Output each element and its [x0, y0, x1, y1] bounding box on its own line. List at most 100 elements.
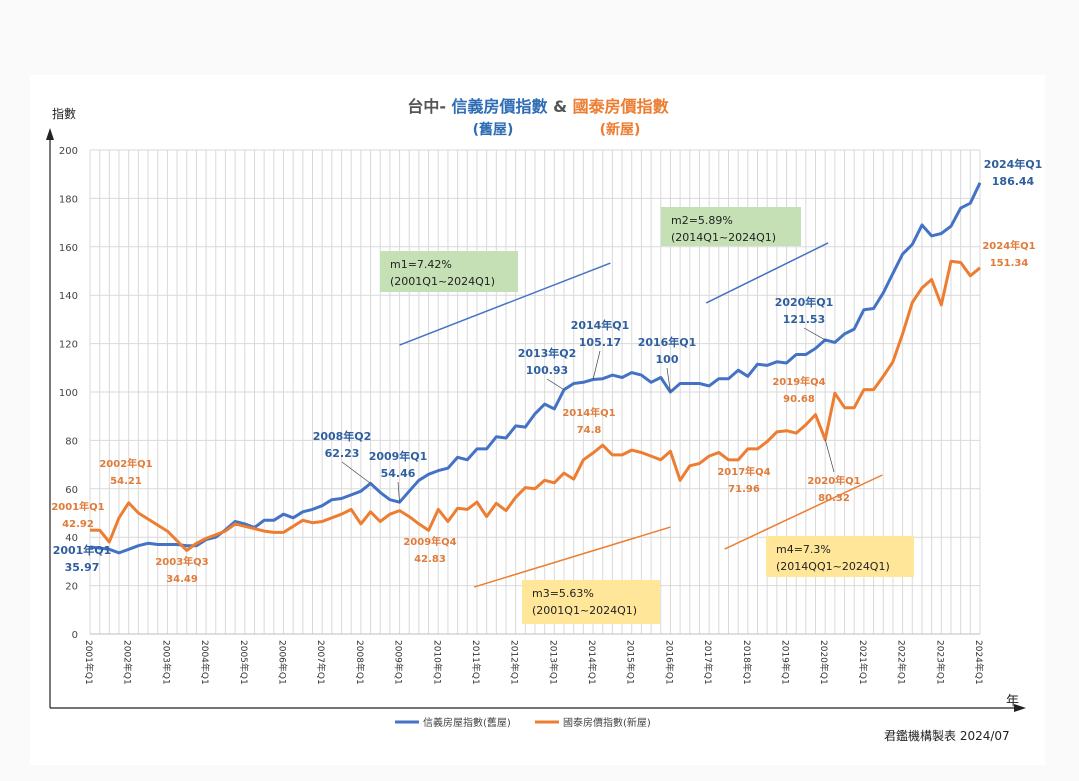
trend-line [399, 262, 611, 346]
data-label-period: 2013年Q2 [518, 346, 577, 360]
x-axis-arrow-icon [1014, 704, 1026, 712]
x-tick-label: 2013年Q1 [547, 640, 559, 685]
trend-note-range: (2001Q1~2024Q1) [390, 275, 495, 288]
trend-note-rate: m2=5.89% [671, 214, 733, 227]
x-tick-label: 2016年Q1 [663, 640, 675, 685]
leader-line [546, 378, 565, 391]
title-subtitle-old-house: (舊屋) [473, 121, 514, 138]
trend-note-box [380, 251, 518, 292]
data-label-period: 2003年Q3 [155, 555, 208, 568]
trend-note-rate: m1=7.42% [390, 258, 452, 271]
data-label-value: 42.83 [414, 554, 446, 565]
data-label-value: 74.8 [577, 425, 602, 436]
x-tick-label: 2011年Q1 [470, 640, 482, 685]
data-label-period: 2014年Q1 [571, 318, 630, 332]
y-tick-label: 140 [59, 291, 78, 302]
data-label-value: 35.97 [65, 561, 100, 574]
chart-card [30, 75, 1045, 765]
leader-line [397, 481, 400, 503]
chart-title: 台中- 信義房價指數 & 國泰房價指數 [407, 97, 668, 116]
trend-note-rate: m3=5.63% [532, 587, 594, 600]
legend-label: 信義房屋指數(舊屋) [423, 716, 511, 729]
series-line-sinyi [89, 182, 982, 555]
legend-label: 國泰房價指數(新屋) [563, 716, 651, 729]
trend-note-rate: m4=7.3% [776, 543, 831, 556]
data-label-value: 54.21 [110, 476, 142, 487]
credit-text: 君鑑機構製表 2024/07 [884, 729, 1010, 743]
x-tick-label: 2006年Q1 [276, 640, 288, 685]
x-tick-label: 2014年Q1 [586, 640, 598, 685]
leader-line [341, 461, 371, 484]
y-tick-label: 80 [65, 436, 78, 447]
data-label-value: 151.34 [990, 258, 1029, 269]
x-tick-label: 2023年Q1 [934, 640, 946, 685]
y-tick-label: 40 [65, 533, 78, 544]
x-tick-label: 2002年Q1 [122, 640, 134, 685]
y-tick-label: 0 [72, 630, 78, 641]
x-tick-label: 2004年Q1 [199, 640, 211, 685]
x-axis-label: 年 [1006, 694, 1019, 709]
trend-note-box [522, 580, 660, 624]
data-label-value: 62.23 [325, 447, 360, 460]
x-tick-label: 2008年Q1 [354, 640, 366, 685]
data-label-period: 2009年Q4 [403, 535, 456, 548]
y-axis-arrow-icon [46, 128, 54, 140]
data-label-period: 2002年Q1 [99, 457, 152, 470]
x-tick-label: 2001年Q1 [83, 640, 95, 685]
y-tick-label: 100 [59, 388, 78, 399]
data-label-value: 186.44 [992, 175, 1035, 188]
data-label-period: 2020年Q1 [807, 474, 860, 487]
data-label-value: 42.92 [62, 519, 94, 530]
trend-note-box [661, 207, 801, 246]
x-tick-label: 2018年Q1 [741, 640, 753, 685]
trend-line [705, 242, 829, 304]
x-tick-label: 2022年Q1 [896, 640, 908, 685]
x-tick-label: 2017年Q1 [702, 640, 714, 685]
leader-line [824, 439, 835, 473]
trend-line [473, 526, 671, 588]
data-label-period: 2001年Q1 [53, 543, 112, 557]
data-label-value: 80.32 [818, 493, 850, 504]
data-label-value: 121.53 [783, 313, 825, 326]
x-tick-label: 2003年Q1 [160, 640, 172, 685]
data-label-value: 54.46 [381, 467, 416, 480]
y-tick-label: 200 [59, 146, 78, 157]
data-label-value: 100.93 [526, 364, 568, 377]
series-line-cathay [89, 259, 981, 552]
data-label-period: 2020年Q1 [775, 295, 834, 309]
leader-line [666, 367, 671, 393]
data-label-period: 2019年Q4 [772, 375, 825, 388]
title-subtitle-new-house: (新屋) [600, 121, 641, 138]
data-label-period: 2016年Q1 [638, 335, 697, 349]
y-tick-label: 60 [65, 485, 78, 496]
trend-note-box [766, 536, 914, 577]
data-label-period: 2009年Q1 [369, 449, 428, 463]
data-label-period: 2017年Q4 [717, 465, 770, 478]
x-tick-label: 2007年Q1 [315, 640, 327, 685]
data-label-value: 90.68 [783, 394, 815, 405]
data-label-value: 100 [656, 353, 679, 366]
x-tick-label: 2021年Q1 [857, 640, 869, 685]
trend-note-range: (2014QQ1~2024Q1) [776, 560, 890, 573]
data-label-period: 2024年Q1 [982, 239, 1035, 252]
leader-line [803, 327, 826, 341]
trend-line [724, 474, 883, 550]
data-label-value: 105.17 [579, 336, 621, 349]
y-tick-label: 20 [65, 582, 78, 593]
y-axis-label: 指數 [52, 106, 76, 121]
x-tick-label: 2019年Q1 [780, 640, 792, 685]
leader-line [592, 350, 601, 380]
data-label-period: 2014年Q1 [562, 406, 615, 419]
x-tick-label: 2024年Q1 [973, 640, 985, 685]
x-tick-label: 2015年Q1 [625, 640, 637, 685]
y-tick-label: 160 [59, 243, 78, 254]
x-tick-label: 2020年Q1 [818, 640, 830, 685]
x-tick-label: 2010年Q1 [431, 640, 443, 685]
x-tick-label: 2005年Q1 [238, 640, 250, 685]
x-tick-label: 2009年Q1 [393, 640, 405, 685]
data-label-period: 2001年Q1 [51, 500, 104, 513]
x-tick-label: 2012年Q1 [509, 640, 521, 685]
y-tick-label: 180 [59, 194, 78, 205]
data-label-value: 34.49 [166, 574, 198, 585]
